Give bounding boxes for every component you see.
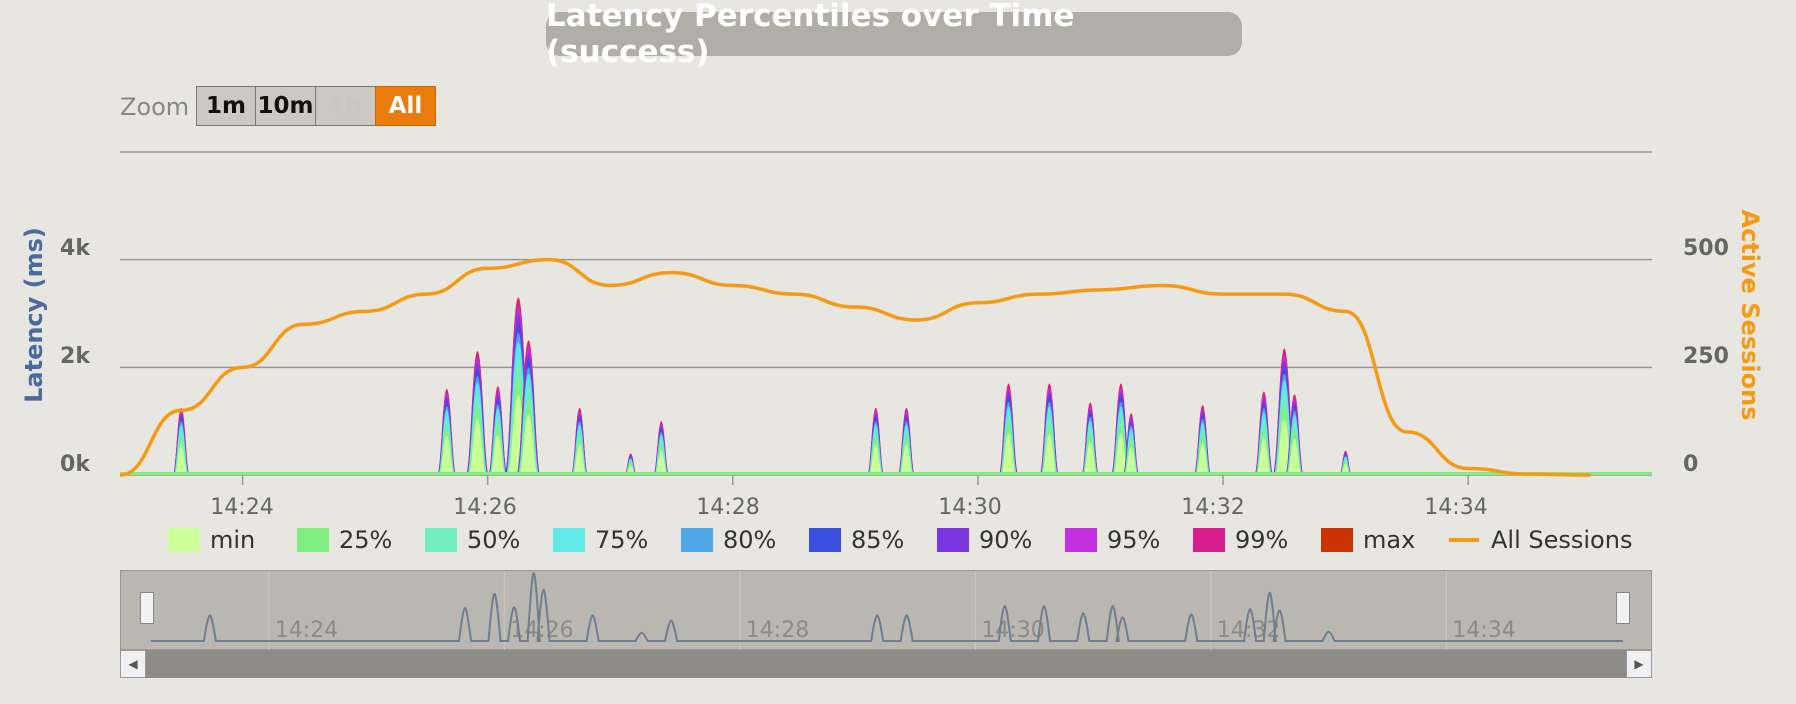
navigator-tick-label: 14:26 [510, 618, 573, 643]
y-tick-right: 0 [1683, 452, 1699, 477]
navigator-tick-label: 14:28 [746, 618, 809, 643]
legend-item-99[interactable]: 99% [1193, 526, 1321, 554]
latency-peak-min [869, 444, 883, 475]
latency-peak-min [468, 419, 487, 475]
latency-peak-min [1000, 433, 1017, 475]
navigator-left-handle[interactable] [140, 592, 154, 624]
legend-line-swatch [1449, 538, 1479, 542]
latency-peak-min [572, 444, 587, 475]
x-tick-label: 14:26 [453, 495, 517, 520]
latency-peak-min [1113, 433, 1129, 475]
legend-swatch [809, 528, 841, 552]
scroll-left-arrow[interactable]: ◀ [120, 650, 146, 678]
legend-item-80[interactable]: 80% [681, 526, 809, 554]
zoom-all-button[interactable]: All [375, 86, 436, 126]
latency-peak-min [490, 435, 506, 475]
legend-swatch [297, 528, 329, 552]
y-tick-left: 0k [60, 452, 90, 477]
latency-peak-min [1256, 437, 1272, 475]
legend-item-75[interactable]: 75% [553, 526, 681, 554]
x-tick-label: 14:24 [210, 495, 274, 520]
latency-peak-min [1083, 442, 1098, 475]
navigator-series-line [151, 571, 1623, 642]
legend-item-min[interactable]: min [168, 526, 297, 554]
legend-swatch [553, 528, 585, 552]
legend-swatch [937, 528, 969, 552]
legend-swatch [425, 528, 457, 552]
legend-item-50[interactable]: 50% [425, 526, 553, 554]
x-tick-label: 14:34 [1424, 495, 1488, 520]
y-tick-right: 250 [1683, 344, 1729, 369]
latency-peak-min [1124, 447, 1138, 475]
navigator-series: 14:24 14:26 14:28 14:30 14:32 14:34 [151, 571, 1623, 651]
y-tick-left: 4k [60, 236, 90, 261]
sessions-line [119, 257, 1591, 477]
scrollbar-track[interactable] [120, 650, 1652, 678]
y-tick-left: 2k [60, 344, 90, 369]
latency-peak-min [1041, 433, 1058, 475]
y-tick-right: 500 [1683, 236, 1729, 261]
x-tick-label: 14:30 [938, 495, 1002, 520]
legend-item-95[interactable]: 95% [1065, 526, 1193, 554]
navigator-tick-label: 14:30 [981, 618, 1044, 643]
legend-item-all-sessions[interactable]: All Sessions [1449, 526, 1632, 554]
legend-swatch [1065, 528, 1097, 552]
x-tick-label: 14:32 [1181, 495, 1245, 520]
latency-peak-min [1287, 438, 1302, 475]
latency-peak-min [1195, 443, 1210, 475]
navigator-panel[interactable]: 14:24 14:26 14:28 14:30 14:32 14:34 [120, 570, 1652, 651]
legend-item-25[interactable]: 25% [297, 526, 425, 554]
navigator-tick-label: 14:34 [1452, 618, 1515, 643]
legend-item-max[interactable]: max [1321, 526, 1449, 554]
legend-item-85[interactable]: 85% [809, 526, 937, 554]
latency-baseline [120, 472, 1652, 475]
legend-swatch [1321, 528, 1353, 552]
legend-item-90[interactable]: 90% [937, 526, 1065, 554]
legend-swatch [168, 528, 200, 552]
navigator-right-handle[interactable] [1616, 592, 1630, 624]
navigator-tick-label: 14:24 [275, 618, 338, 643]
latency-peak-min [655, 450, 668, 475]
latency-peak-min [519, 414, 539, 475]
scroll-right-arrow[interactable]: ▶ [1626, 650, 1652, 678]
x-tick-label: 14:28 [696, 495, 760, 520]
chart-legend: min 25% 50% 75% 80% 85% 90% 95% 99% max … [168, 524, 1632, 556]
latency-peak-min [439, 436, 455, 475]
legend-swatch [1193, 528, 1225, 552]
zoom-label: Zoom [120, 93, 190, 121]
zoom-1m-button[interactable]: 1m [196, 86, 256, 126]
latency-peak-min [174, 444, 188, 475]
legend-swatch [681, 528, 713, 552]
latency-peak-min [899, 444, 914, 475]
navigator-tick-label: 14:32 [1217, 618, 1280, 643]
